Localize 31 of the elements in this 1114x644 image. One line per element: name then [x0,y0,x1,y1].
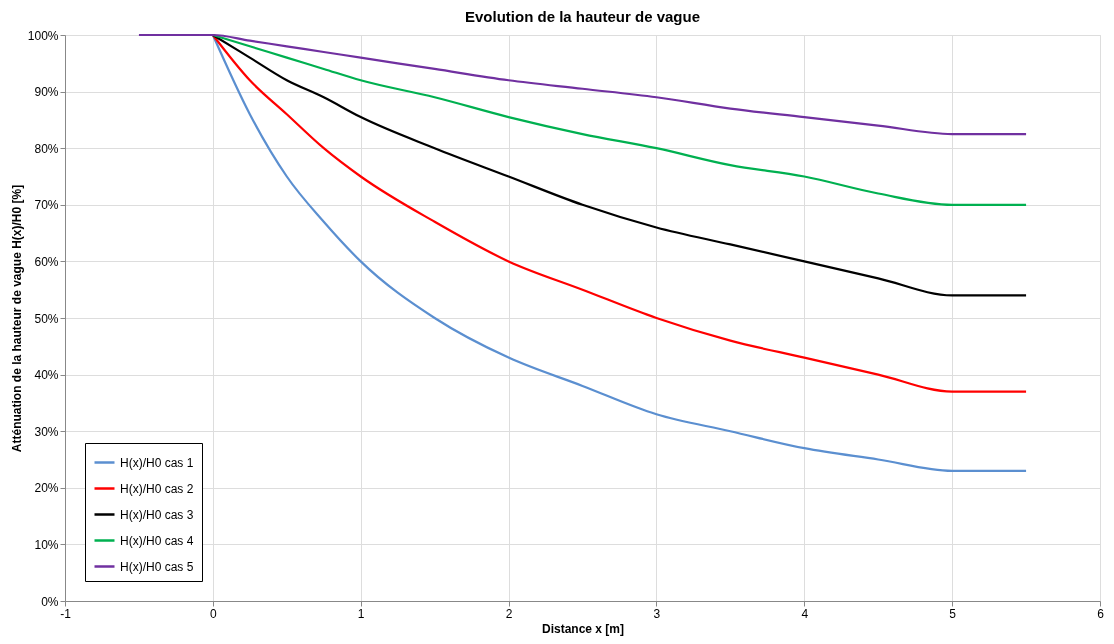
legend-label: H(x)/H0 cas 1 [120,455,194,470]
x-tick-label: 5 [949,606,957,621]
y-tick-label: 20% [34,481,59,496]
y-tick-label: 60% [34,254,59,269]
y-tick-label: 90% [34,85,59,100]
legend-label: H(x)/H0 cas 4 [120,533,194,548]
legend-label: H(x)/H0 cas 3 [120,507,194,522]
x-tick-label: -1 [60,606,72,621]
x-tick-label: 3 [653,606,661,621]
x-tick-label: 0 [210,606,218,621]
x-tick-label: 1 [357,606,365,621]
line-series [211,33,1028,206]
x-axis-title: Distance x [m] [541,621,625,636]
y-tick-label: 50% [34,311,59,326]
y-tick-label: 100% [27,28,59,43]
y-tick-label: 10% [34,537,59,552]
y-tick-label: 30% [34,424,59,439]
x-tick-label: 4 [801,606,809,621]
legend-label: H(x)/H0 cas 2 [120,481,194,496]
line-series [211,33,1028,297]
y-tick-label: 70% [34,198,59,213]
y-axis-title: Atténuation de la hauteur de vague H(x)/H0 [%] [9,184,24,453]
y-tick-label: 40% [34,368,59,383]
line-series [211,33,1028,472]
legend-label: H(x)/H0 cas 5 [120,559,194,574]
x-tick-label: 2 [505,606,513,621]
x-tick-label: 6 [1097,606,1105,621]
y-tick-label: 80% [34,141,59,156]
chart-title: Evolution de la hauteur de vague [464,8,701,25]
line-series [137,33,1028,136]
y-tick-label: 0% [41,594,59,609]
